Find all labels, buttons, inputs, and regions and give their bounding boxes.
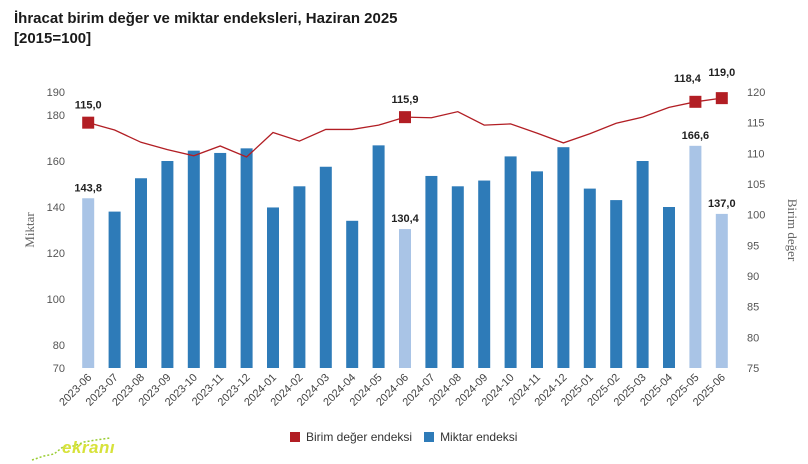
legend-item-unit-value: Birim değer endeksi (290, 430, 412, 444)
bar (715, 213, 728, 368)
bar (425, 175, 438, 368)
y2-tick-label: 85 (747, 302, 759, 314)
line-data-label: 115,0 (75, 100, 102, 112)
line-data-label: 119,0 (708, 67, 735, 79)
line-marker (715, 92, 728, 105)
chart-title: İhracat birim değer ve miktar endeksleri… (14, 9, 398, 50)
bar (346, 220, 359, 368)
logo-icon (31, 437, 111, 461)
y2-tick-label: 110 (747, 148, 765, 160)
title-line-1: İhracat birim değer ve miktar endeksleri… (14, 10, 398, 27)
y2-tick-label: 120 (747, 87, 765, 99)
bar (82, 198, 95, 368)
bar (636, 161, 649, 368)
y2-tick-label: 100 (747, 210, 765, 222)
bar-data-label: 143,8 (74, 182, 102, 194)
y2-tick-label: 105 (747, 179, 765, 191)
legend-swatch-quantity (424, 432, 435, 442)
y2-tick-label: 90 (747, 271, 759, 283)
bar (583, 188, 596, 368)
bar (451, 186, 464, 368)
y2-axis-label: Birim değer (785, 199, 800, 262)
bar (267, 207, 279, 368)
y2-tick-label: 75 (747, 363, 759, 375)
bar-data-label: 137,0 (708, 198, 736, 210)
y-tick-label: 160 (47, 156, 65, 168)
bar (319, 166, 332, 368)
title-line-2: [2015=100] (14, 30, 92, 48)
bar (240, 148, 253, 368)
series-line-unit-value (88, 97, 722, 158)
legend-label-unit-value: Birim değer endeksi (306, 430, 413, 444)
y-tick-label: 100 (47, 294, 65, 306)
bar (372, 145, 385, 368)
y-axis-label: Miktar (22, 212, 37, 248)
y2-tick-label: 115 (747, 118, 765, 130)
y2-tick-label: 80 (747, 332, 759, 344)
line-data-label: 115,9 (392, 94, 419, 106)
line-marker (82, 116, 95, 129)
bar (531, 171, 543, 368)
y2-tick-label: 95 (747, 240, 759, 252)
line-data-label: 118,4 (674, 73, 702, 85)
line-marker (399, 111, 411, 124)
bar-data-label: 166,6 (682, 130, 710, 142)
bar (135, 178, 147, 368)
legend-label-quantity: Miktar endeksi (440, 430, 518, 444)
bar (478, 180, 491, 368)
legend-item-quantity: Miktar endeksi (424, 430, 517, 444)
bar (214, 152, 227, 368)
bar (689, 145, 702, 368)
line-marker (689, 95, 702, 108)
bar (663, 207, 675, 368)
bar (293, 186, 306, 368)
logo-text: ekranı (62, 438, 116, 457)
y-tick-label: 80 (53, 340, 65, 352)
y-tick-label: 140 (47, 202, 65, 214)
bar (399, 229, 411, 368)
bar (108, 211, 121, 368)
bar (504, 156, 517, 368)
y-tick-label: 190 (47, 87, 65, 99)
bar (557, 147, 570, 368)
legend-swatch-unit-value (290, 432, 300, 442)
y-tick-label: 120 (47, 248, 65, 260)
y-tick-label: 70 (53, 363, 65, 375)
bar-data-label: 130,4 (391, 213, 419, 225)
bar (610, 200, 623, 368)
bar (187, 150, 200, 368)
y-tick-label: 180 (47, 110, 65, 122)
legend: Birim değer endeksi Miktar endeksi (290, 430, 529, 444)
bar (161, 161, 174, 368)
